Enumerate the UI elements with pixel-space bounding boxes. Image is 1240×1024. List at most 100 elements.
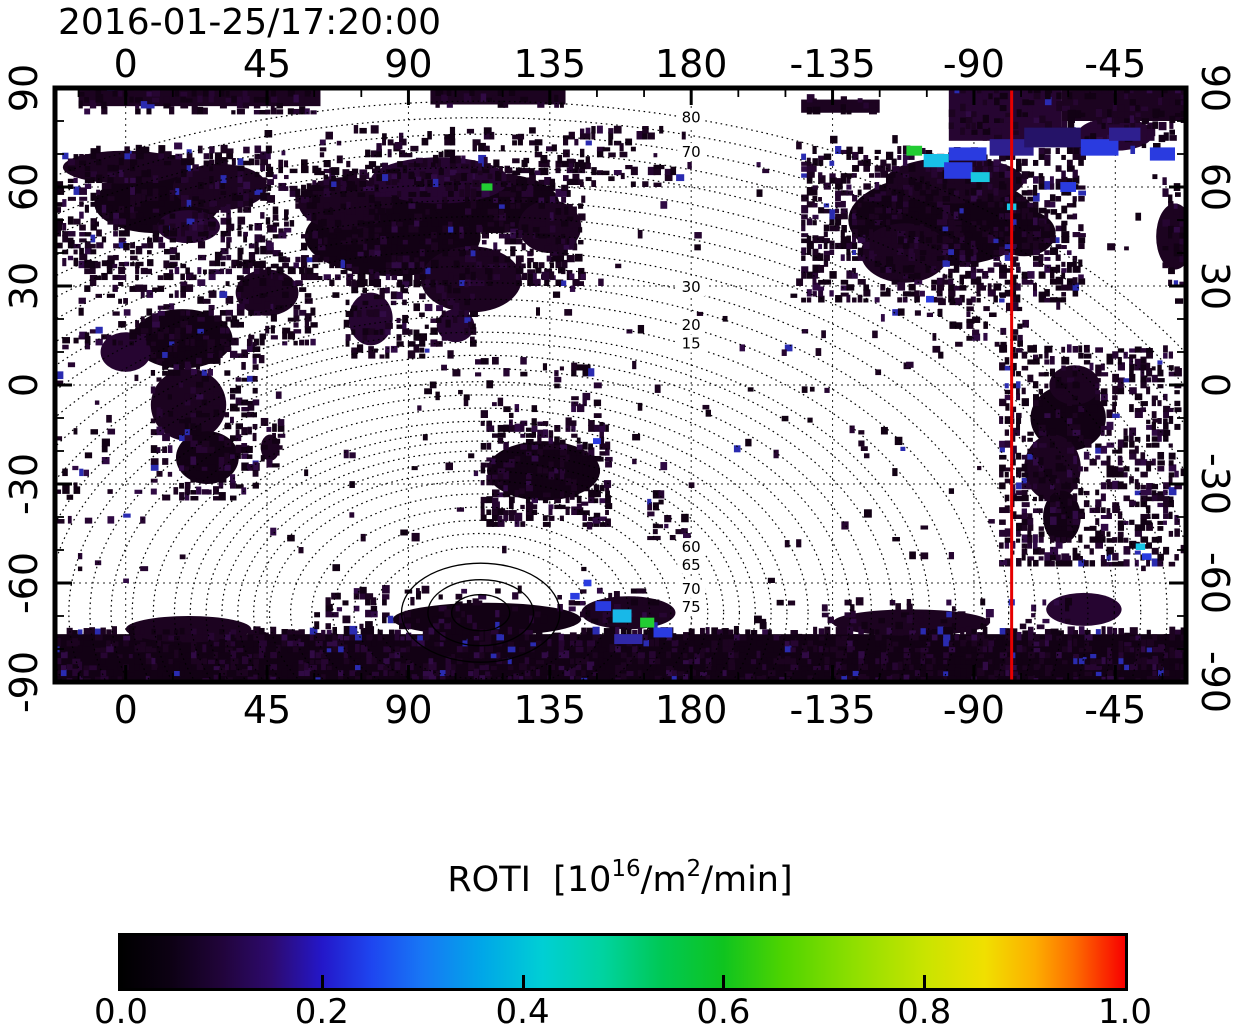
contour-line [55, 199, 1142, 682]
roti-hotspot [906, 145, 923, 156]
x-axis-tick-label: -90 [942, 688, 1005, 732]
contour-line [55, 216, 1115, 682]
contour-line [152, 407, 809, 682]
roti-band [801, 99, 880, 113]
colorbar-tick-label: 0.8 [897, 992, 952, 1024]
x-axis-tick-label: -45 [1084, 688, 1147, 732]
x-axis-tick-label: 0 [113, 42, 138, 86]
x-axis-tick-label: 135 [513, 42, 587, 86]
roti-hotspot [1142, 553, 1152, 560]
colorbar-tick-label: 0.2 [294, 992, 349, 1024]
x-axis-tick-label: 45 [242, 688, 292, 732]
contour-line [353, 532, 608, 682]
roti-hotspot [948, 147, 987, 161]
contour-line [189, 430, 772, 682]
x-axis-tick-label: -135 [789, 42, 876, 86]
contour-line [68, 354, 894, 682]
colorbar-tick [521, 975, 525, 988]
y-axis-tick-label: -90 [1193, 650, 1237, 714]
y-axis-tick-label: 30 [1193, 261, 1237, 311]
x-axis-tick-label: -90 [942, 42, 1005, 86]
roti-hotspot [923, 154, 949, 168]
y-axis-tick-label: 60 [2, 162, 46, 212]
contour-line [55, 331, 930, 682]
roti-hotspot [944, 162, 973, 179]
contour-line [374, 546, 587, 680]
roti-hotspot [595, 601, 612, 612]
contour-line [89, 367, 872, 682]
y-axis-tick-label: 30 [2, 261, 46, 311]
contour-line [253, 470, 709, 682]
roti-hotspot [612, 609, 632, 623]
y-axis-tick-label: -30 [1193, 452, 1237, 516]
y-axis-tick-label: 90 [2, 63, 46, 113]
contour-line [400, 562, 561, 663]
colorbar-title-sup-16: 16 [611, 856, 641, 882]
roti-hotspot [1024, 127, 1081, 148]
roti-hotspot [1080, 139, 1119, 156]
colorbar-title-text: ROTI [10 [447, 860, 612, 900]
contour-label: 65 [682, 556, 701, 574]
colorbar-tick [722, 975, 726, 988]
roti-blob [348, 292, 393, 346]
colorbar-tick-label: 1.0 [1097, 992, 1153, 1024]
y-axis-tick-label: 0 [2, 372, 46, 398]
y-axis-tick-label: 60 [1193, 162, 1237, 212]
contour-line [131, 394, 830, 682]
contour-label: 30 [682, 278, 701, 296]
x-axis-tick-label: 180 [654, 688, 728, 732]
roti-hotspot [1109, 127, 1141, 141]
x-axis-tick-label: 0 [113, 688, 138, 732]
roti-hotspot [593, 438, 601, 445]
contour-line [290, 493, 672, 682]
x-axis-tick-label: -135 [789, 688, 876, 732]
colorbar-tick-label: 0.0 [93, 992, 149, 1024]
contour-label: 20 [682, 316, 701, 334]
contour-line [237, 460, 725, 682]
contour-line [311, 506, 651, 682]
contour-label: 75 [682, 598, 701, 616]
x-axis-tick-label: -45 [1084, 42, 1147, 86]
y-axis-tick-label: -90 [2, 650, 46, 714]
colorbar-gradient [118, 933, 1128, 991]
contour-line [55, 265, 1036, 682]
colorbar-title-text: /min] [701, 860, 793, 900]
contour-label: 80 [682, 109, 701, 127]
roti-hotspot [926, 295, 934, 303]
roti-hotspot [614, 634, 643, 645]
x-axis-tick-label: 135 [513, 688, 587, 732]
roti-hotspot [1135, 543, 1146, 550]
roti-hotspot [653, 627, 673, 638]
contour-label: 70 [682, 143, 701, 161]
colorbar-tick [320, 975, 324, 988]
colorbar-title-text: /m [640, 860, 687, 900]
contour-line [55, 282, 1010, 682]
x-axis-tick-label: 45 [242, 42, 292, 86]
contour-line [205, 440, 756, 682]
contour-line [55, 315, 957, 682]
roti-hotspot [1060, 182, 1077, 192]
y-axis-tick-label: 0 [1193, 372, 1237, 398]
roti-blob [1046, 592, 1122, 626]
roti-hotspot [970, 172, 990, 183]
colorbar-tick-label: 0.4 [495, 992, 550, 1024]
colorbar-tick-label: 0.6 [696, 992, 751, 1024]
contour-line [55, 298, 983, 682]
x-axis-tick-label: 180 [654, 42, 728, 86]
contour-line [173, 420, 788, 682]
x-axis-tick-label: 90 [384, 42, 433, 86]
contour-line [427, 579, 535, 647]
roti-hotspot [1149, 147, 1176, 161]
contour-label: 60 [682, 538, 701, 556]
y-axis-tick-label: 90 [1193, 63, 1237, 113]
contour-label: 70 [682, 580, 701, 598]
contour-line [55, 232, 1089, 682]
y-axis-tick-label: -30 [2, 452, 46, 516]
plot-frame [52, 85, 1189, 685]
contour-label: 15 [682, 334, 701, 352]
contour-line [110, 381, 851, 682]
x-axis-tick-label: 90 [384, 688, 433, 732]
